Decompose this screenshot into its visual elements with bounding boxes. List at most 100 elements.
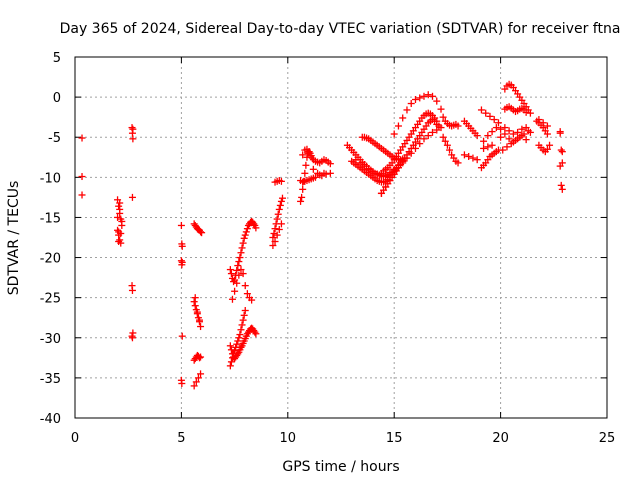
data-point <box>473 156 481 164</box>
data-point <box>243 225 251 233</box>
data-point <box>237 249 245 257</box>
data-point <box>492 124 500 132</box>
data-point <box>241 282 249 290</box>
data-point <box>443 141 451 149</box>
data-point <box>197 323 205 331</box>
data-point <box>269 234 277 241</box>
y-tick-label: -15 <box>40 211 61 226</box>
data-point <box>233 279 241 287</box>
data-point <box>484 132 492 140</box>
data-point <box>416 94 424 102</box>
data-point <box>558 148 566 156</box>
data-point <box>558 185 566 193</box>
data-point <box>235 334 243 342</box>
data-point <box>518 125 526 133</box>
data-point <box>190 298 198 306</box>
data-point <box>227 346 235 354</box>
data-point <box>129 125 137 133</box>
data-point <box>226 266 234 274</box>
data-point <box>238 321 246 329</box>
axis-ticks <box>74 56 608 419</box>
data-point <box>437 105 445 113</box>
data-point <box>274 210 282 218</box>
data-point <box>522 136 530 144</box>
data-point <box>382 183 390 191</box>
data-point <box>543 145 551 153</box>
data-point <box>473 132 481 140</box>
data-point <box>197 353 205 361</box>
data-point <box>480 144 488 152</box>
data-point <box>369 168 377 176</box>
data-point <box>373 170 381 178</box>
y-tick-label: -10 <box>40 171 61 186</box>
y-tick-label: -5 <box>48 131 61 146</box>
data-point <box>116 199 124 207</box>
data-point <box>394 164 402 172</box>
data-point <box>275 205 283 213</box>
data-point <box>352 156 360 164</box>
data-point <box>237 326 245 334</box>
data-point <box>277 220 285 228</box>
data-point <box>239 270 247 278</box>
data-point <box>278 194 286 202</box>
data-point <box>195 354 203 362</box>
data-point <box>227 358 235 366</box>
data-point <box>240 311 248 319</box>
x-tick-label: 20 <box>492 431 509 446</box>
data-point <box>237 266 245 274</box>
data-point <box>277 177 285 185</box>
data-point <box>424 132 432 140</box>
data-point <box>194 374 202 382</box>
data-point <box>128 286 136 294</box>
x-tick-label: 10 <box>280 431 297 446</box>
data-point <box>239 316 247 324</box>
data-point <box>411 144 419 152</box>
data-point <box>197 228 205 236</box>
x-tick-label: 25 <box>599 431 616 446</box>
data-point <box>116 236 124 244</box>
data-point <box>273 231 281 239</box>
data-point <box>178 380 186 388</box>
data-point <box>486 112 494 120</box>
x-tick-labels: 0 5 10 15 20 25 <box>71 431 615 446</box>
data-point <box>399 114 407 122</box>
data-point <box>411 96 419 104</box>
data-point <box>390 170 398 178</box>
data-point <box>190 382 198 390</box>
data-point <box>277 197 285 205</box>
data-point <box>197 370 205 378</box>
data-point <box>446 146 454 154</box>
data-point <box>505 135 513 143</box>
y-tick-label: -35 <box>40 372 61 387</box>
data-point <box>557 146 565 154</box>
x-tick-label: 0 <box>71 431 79 446</box>
y-tick-label: -25 <box>40 292 61 307</box>
data-point <box>488 141 496 149</box>
data-point <box>441 137 449 145</box>
data-point <box>230 278 238 286</box>
data-point <box>78 134 86 142</box>
data-point <box>390 130 398 138</box>
data-point <box>429 128 437 136</box>
data-point <box>420 135 428 143</box>
data-point <box>503 143 511 151</box>
data-point <box>227 270 235 278</box>
data-point <box>509 138 517 146</box>
data-point <box>273 215 281 223</box>
data-point <box>454 122 462 130</box>
x-axis-label: GPS time / hours <box>282 459 399 475</box>
y-tick-label: 5 <box>53 51 61 66</box>
data-point <box>439 133 447 141</box>
data-point <box>308 154 316 162</box>
data-point <box>243 290 251 298</box>
data-point <box>276 201 284 209</box>
data-point <box>118 217 126 225</box>
data-point <box>499 146 507 154</box>
data-point <box>240 234 248 242</box>
data-point <box>305 148 313 156</box>
data-point <box>484 143 492 151</box>
data-point <box>424 91 432 99</box>
data-point <box>192 378 200 386</box>
data-point <box>490 116 498 124</box>
data-point <box>546 141 554 149</box>
